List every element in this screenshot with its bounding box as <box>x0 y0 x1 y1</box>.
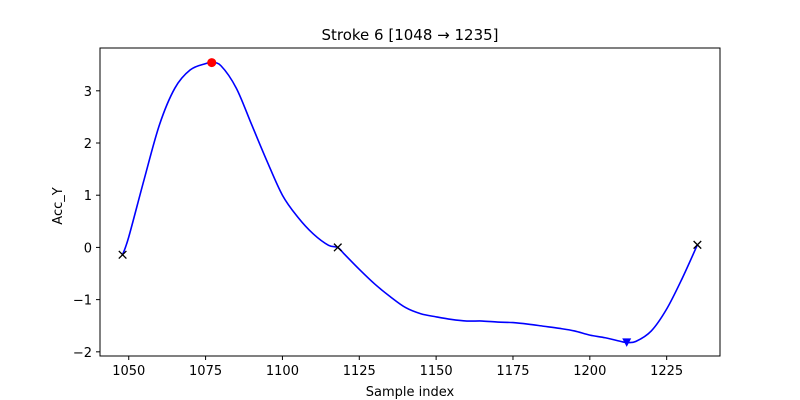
axes-frame <box>99 47 721 357</box>
zero-crossing-marker <box>118 250 127 259</box>
x-tick-label: 1225 <box>650 364 683 379</box>
x-tick-label: 1050 <box>112 364 145 379</box>
x-tick-label: 1150 <box>420 364 453 379</box>
x-axis-label: Sample index <box>366 385 455 400</box>
y-tick-label: −1 <box>73 294 92 309</box>
x-tick-label: 1075 <box>189 364 222 379</box>
chart-title: Stroke 6 [1048 → 1235] <box>321 26 498 44</box>
zero-crossing-marker <box>333 243 343 252</box>
y-tick-label: 1 <box>84 189 92 204</box>
max-peak-marker <box>207 58 217 68</box>
x-tick-label: 1175 <box>496 364 529 379</box>
y-tick-label: 0 <box>84 241 92 256</box>
min-trough-marker <box>622 338 632 347</box>
y-tick-label: 2 <box>84 137 92 152</box>
plot-area: 1050 1075 1100 1125 1150 1175 1200 1225 −2 −1 0 1 2 3 <box>73 47 721 379</box>
x-tick-label: 1125 <box>343 364 376 379</box>
y-tick-label: 3 <box>84 85 92 100</box>
zero-crossing-marker <box>693 240 702 250</box>
y-axis-label: Acc_Y <box>51 187 66 224</box>
x-tick-label: 1100 <box>266 364 299 379</box>
x-tick-label: 1200 <box>573 364 606 379</box>
y-tick-label: −2 <box>73 346 92 361</box>
